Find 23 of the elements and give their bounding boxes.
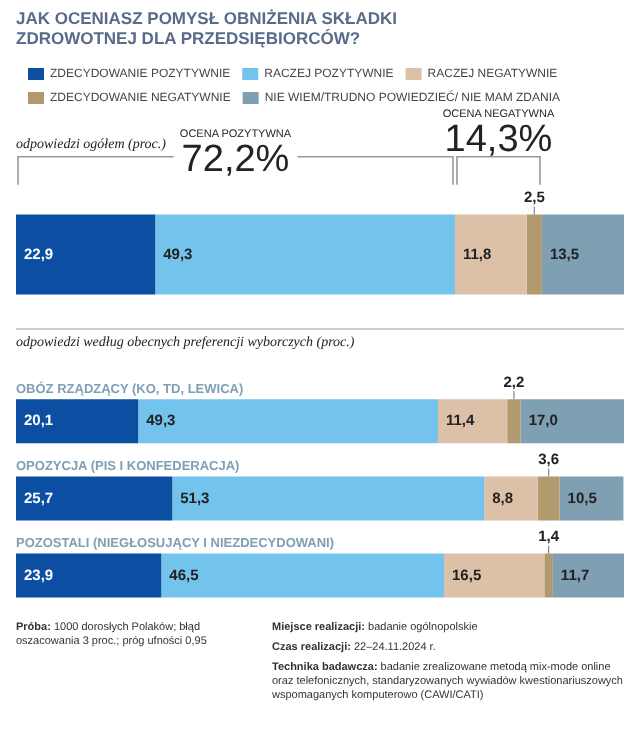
bar [138, 399, 438, 444]
bar [559, 476, 624, 521]
bar [454, 214, 527, 295]
bar [484, 476, 538, 521]
bar [16, 214, 156, 295]
bar [161, 553, 445, 598]
bar [172, 476, 485, 521]
text: 72,2% [181, 138, 290, 181]
bar [444, 553, 545, 598]
bar [16, 476, 173, 521]
bar [16, 399, 139, 444]
bar [155, 214, 455, 295]
bar [552, 553, 624, 598]
bar [437, 399, 508, 444]
bar [520, 399, 624, 444]
bar [537, 476, 560, 521]
chart-title: JAK OCENIASZ POMYSŁ OBNIŻENIA SKŁADKI ZDROWOTNEJ DLA PRZEDSIĘBIORCÓW? [16, 8, 399, 48]
bar [544, 553, 553, 598]
bar [507, 399, 521, 444]
bar [526, 214, 542, 295]
bar [541, 214, 624, 295]
text: 14,3% [444, 118, 553, 161]
bar [16, 553, 162, 598]
